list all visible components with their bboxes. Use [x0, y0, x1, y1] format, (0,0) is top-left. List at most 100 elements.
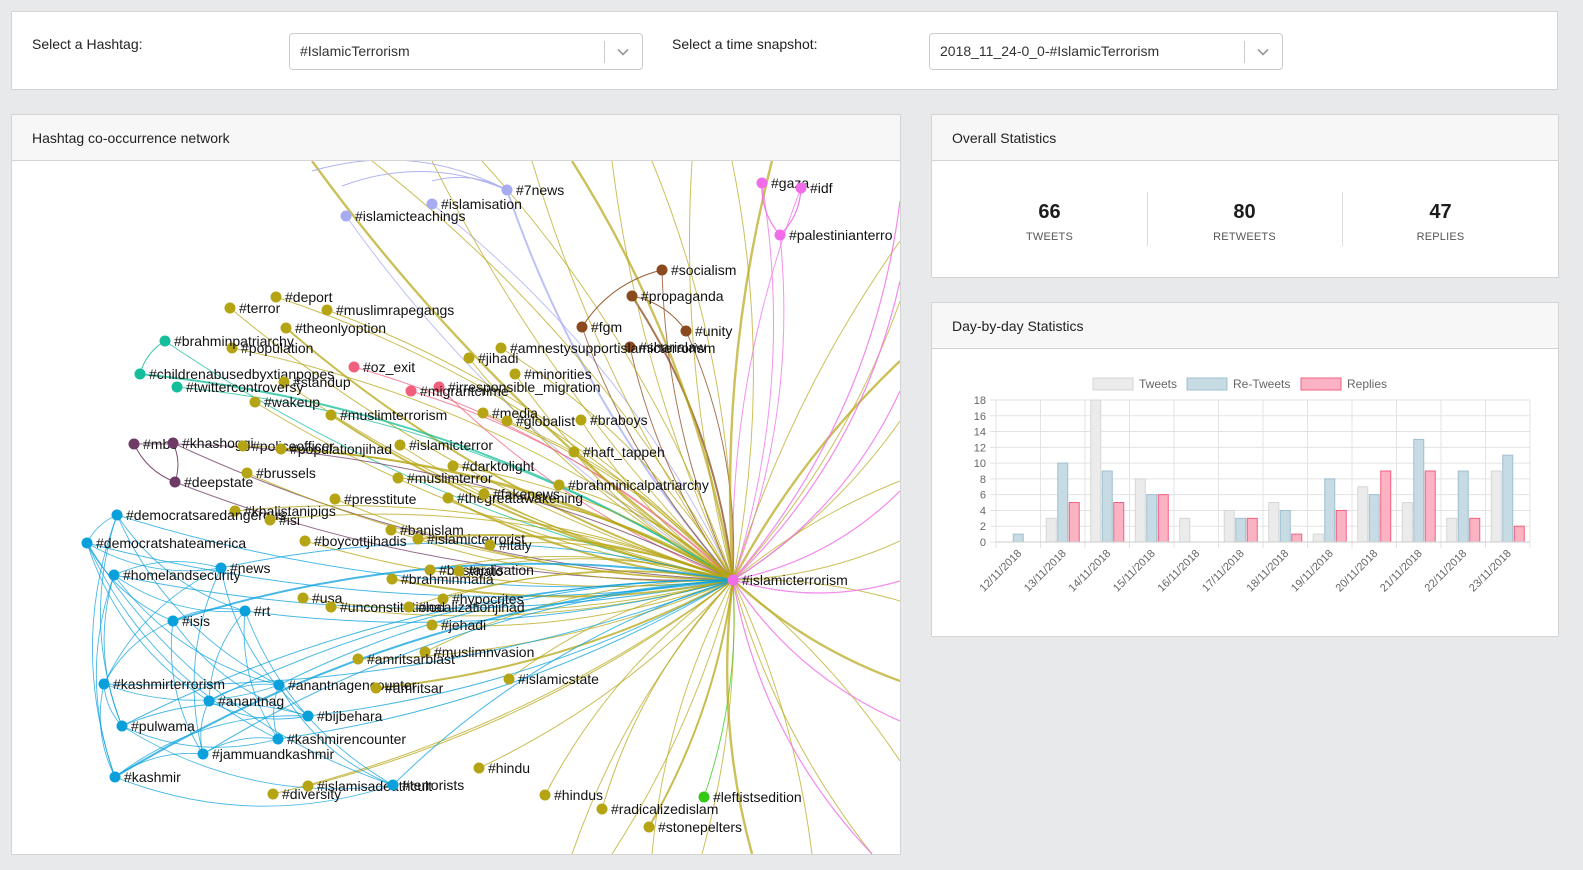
network-node[interactable]: #islamicterrorist	[412, 531, 526, 547]
node-dot[interactable]	[433, 381, 445, 393]
bar-retweets[interactable]	[1235, 517, 1247, 543]
node-dot[interactable]	[394, 439, 406, 451]
network-node[interactable]: #policeofficer	[237, 438, 335, 454]
node-dot[interactable]	[509, 368, 521, 380]
node-dot[interactable]	[302, 710, 314, 722]
network-node[interactable]: #democratshateamerica	[81, 535, 247, 551]
network-node[interactable]: #leftistsedition	[698, 789, 802, 805]
node-dot[interactable]	[81, 537, 93, 549]
bar-retweets[interactable]	[1012, 533, 1024, 543]
node-dot[interactable]	[477, 407, 489, 419]
network-node[interactable]: #isi	[264, 512, 301, 528]
bar-tweets[interactable]	[1045, 517, 1057, 543]
node-dot[interactable]	[405, 385, 417, 397]
node-dot[interactable]	[325, 601, 337, 613]
network-node[interactable]: #islamicterrorism	[727, 572, 848, 588]
node-dot[interactable]	[553, 479, 565, 491]
node-dot[interactable]	[197, 748, 209, 760]
node-dot[interactable]	[756, 177, 768, 189]
network-node[interactable]: #nato	[453, 563, 504, 579]
bar-tweets[interactable]	[1312, 533, 1324, 543]
network-node[interactable]: #democratsaredangerous	[111, 507, 286, 523]
bar-tweets[interactable]	[1090, 399, 1102, 543]
node-dot[interactable]	[325, 409, 337, 421]
chevron-down-icon[interactable]	[1256, 34, 1270, 69]
network-node[interactable]: #braboys	[575, 412, 648, 428]
network-node[interactable]: #minorities	[509, 366, 592, 382]
node-dot[interactable]	[386, 573, 398, 585]
bar-replies[interactable]	[1157, 494, 1169, 543]
network-node[interactable]: #stonepelters	[643, 819, 743, 835]
node-dot[interactable]	[575, 414, 587, 426]
node-dot[interactable]	[495, 342, 507, 354]
network-node[interactable]: #propaganda	[626, 288, 724, 304]
network-node[interactable]: #islamisadeathcult	[302, 778, 433, 794]
network-node[interactable]: #italy	[484, 537, 532, 553]
bar-retweets[interactable]	[1057, 462, 1069, 543]
network-node[interactable]: #muslimrapegangs	[321, 302, 455, 318]
node-dot[interactable]	[727, 574, 739, 586]
node-dot[interactable]	[656, 264, 668, 276]
network-node[interactable]: #unity	[680, 323, 733, 339]
node-dot[interactable]	[419, 646, 431, 658]
node-dot[interactable]	[241, 467, 253, 479]
node-dot[interactable]	[387, 779, 399, 791]
node-dot[interactable]	[98, 678, 110, 690]
bar-tweets[interactable]	[1268, 502, 1280, 543]
node-dot[interactable]	[576, 321, 588, 333]
node-dot[interactable]	[392, 472, 404, 484]
node-dot[interactable]	[426, 198, 438, 210]
network-node[interactable]: #socialism	[656, 262, 737, 278]
node-dot[interactable]	[478, 488, 490, 500]
network-node[interactable]: #brussels	[241, 465, 316, 481]
node-dot[interactable]	[299, 535, 311, 547]
node-dot[interactable]	[109, 771, 121, 783]
bar-tweets[interactable]	[1179, 517, 1191, 543]
node-dot[interactable]	[340, 210, 352, 222]
bar-tweets[interactable]	[1490, 470, 1502, 543]
network-node[interactable]: #brahminpatriarchy	[159, 333, 294, 349]
node-dot[interactable]	[370, 682, 382, 694]
network-node[interactable]: #localizationjihad	[403, 599, 525, 615]
network-node[interactable]: #deepstate	[169, 474, 254, 490]
node-dot[interactable]	[224, 302, 236, 314]
network-node[interactable]: #jihadi	[463, 350, 519, 366]
network-node[interactable]: #islamicstate	[503, 671, 600, 687]
node-dot[interactable]	[698, 791, 710, 803]
bar-retweets[interactable]	[1457, 470, 1469, 543]
network-node[interactable]: #idf	[795, 180, 833, 196]
node-dot[interactable]	[237, 440, 249, 452]
network-node[interactable]: #haft_tappeh	[568, 444, 665, 460]
node-dot[interactable]	[111, 509, 123, 521]
node-dot[interactable]	[352, 653, 364, 665]
network-node[interactable]: #kashmirencounter	[272, 731, 407, 747]
node-dot[interactable]	[203, 695, 215, 707]
node-dot[interactable]	[159, 335, 171, 347]
network-node[interactable]: #theonlyoption	[280, 320, 387, 336]
bar-retweets[interactable]	[1502, 454, 1514, 543]
network-node[interactable]: #twittercontroversy	[171, 379, 304, 395]
network-node[interactable]: #news	[215, 560, 271, 576]
network-node[interactable]: #amritsar	[370, 680, 444, 696]
network-node[interactable]: #palestinianterro	[774, 227, 893, 243]
node-dot[interactable]	[171, 381, 183, 393]
bar-tweets[interactable]	[1446, 517, 1458, 543]
bar-replies[interactable]	[1424, 470, 1436, 543]
network-node[interactable]: #islamicterror	[394, 437, 494, 453]
node-dot[interactable]	[501, 184, 513, 196]
node-dot[interactable]	[321, 304, 333, 316]
network-node[interactable]: #kashmir	[109, 769, 182, 785]
node-dot[interactable]	[128, 438, 140, 450]
node-dot[interactable]	[624, 341, 636, 353]
node-dot[interactable]	[453, 565, 465, 577]
hashtag-select[interactable]: #IslamicTerrorism	[289, 33, 643, 70]
node-dot[interactable]	[501, 415, 513, 427]
network-graph[interactable]: #7news#islamisation#islamicteachings#gaz…	[12, 161, 900, 854]
network-node[interactable]: #amritsarblast	[352, 651, 456, 667]
network-node[interactable]: #hindus	[539, 787, 604, 803]
node-dot[interactable]	[275, 443, 287, 455]
node-dot[interactable]	[239, 605, 251, 617]
network-node[interactable]: #anantnag	[203, 693, 285, 709]
network-node[interactable]: #sharialaw	[624, 339, 707, 355]
node-dot[interactable]	[447, 460, 459, 472]
